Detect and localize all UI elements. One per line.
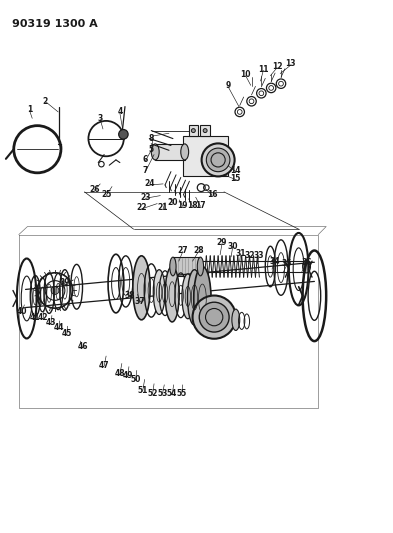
Ellipse shape: [119, 130, 128, 139]
Text: 90319 1300 A: 90319 1300 A: [12, 19, 97, 29]
Text: 47: 47: [99, 361, 110, 369]
Ellipse shape: [165, 266, 179, 322]
Circle shape: [202, 143, 235, 176]
Text: 48: 48: [114, 369, 125, 377]
Ellipse shape: [194, 266, 211, 330]
Circle shape: [206, 148, 230, 172]
Text: 27: 27: [177, 246, 188, 255]
Text: 15: 15: [231, 174, 241, 183]
Text: 42: 42: [38, 313, 48, 321]
Ellipse shape: [303, 260, 310, 273]
Text: 45: 45: [62, 329, 72, 337]
Text: 39: 39: [60, 278, 70, 287]
Text: 41: 41: [30, 313, 40, 321]
Ellipse shape: [170, 257, 176, 276]
Text: 2: 2: [42, 97, 48, 106]
Text: 37: 37: [134, 297, 145, 305]
Text: 53: 53: [157, 389, 167, 398]
Text: 22: 22: [136, 204, 147, 212]
Text: 4: 4: [117, 108, 123, 116]
Text: 46: 46: [77, 342, 88, 351]
Circle shape: [199, 302, 229, 332]
Text: 12: 12: [272, 62, 282, 71]
Text: 49: 49: [123, 372, 133, 380]
Text: 10: 10: [241, 70, 251, 79]
Text: 24: 24: [144, 180, 154, 188]
Bar: [189, 125, 198, 136]
Text: 43: 43: [46, 318, 56, 327]
Text: 20: 20: [168, 198, 178, 207]
Text: 44: 44: [54, 324, 64, 332]
Text: 11: 11: [258, 65, 268, 74]
Text: 35: 35: [282, 260, 292, 268]
Ellipse shape: [153, 270, 165, 314]
Text: 54: 54: [167, 389, 177, 398]
Text: 6: 6: [143, 156, 148, 164]
Ellipse shape: [182, 274, 194, 319]
Ellipse shape: [187, 270, 202, 325]
Bar: [155, 144, 185, 160]
Circle shape: [51, 287, 59, 294]
Text: 52: 52: [147, 389, 158, 398]
Text: 5: 5: [149, 145, 154, 154]
Text: 31: 31: [235, 249, 246, 257]
Text: 9: 9: [225, 81, 231, 90]
Text: 7: 7: [143, 166, 148, 175]
Text: 55: 55: [176, 389, 187, 398]
Text: 18: 18: [187, 201, 198, 209]
Text: 25: 25: [101, 190, 111, 199]
Ellipse shape: [181, 144, 189, 160]
Text: 23: 23: [140, 193, 151, 201]
Text: 19: 19: [178, 201, 188, 209]
Bar: [183, 136, 228, 176]
Text: 26: 26: [89, 185, 99, 193]
Circle shape: [203, 128, 207, 133]
Text: 33: 33: [253, 252, 264, 260]
Text: 50: 50: [130, 375, 141, 384]
Text: 3: 3: [97, 114, 103, 123]
Text: 14: 14: [231, 166, 241, 175]
Text: 17: 17: [195, 201, 206, 209]
Text: 21: 21: [158, 204, 168, 212]
Ellipse shape: [232, 309, 240, 330]
Bar: [200, 125, 210, 136]
Text: 34: 34: [270, 257, 280, 265]
Text: 51: 51: [138, 386, 148, 394]
Text: 38: 38: [124, 292, 135, 300]
Text: 8: 8: [149, 134, 154, 143]
Bar: [33, 112, 42, 120]
Ellipse shape: [151, 144, 159, 160]
Text: 29: 29: [217, 238, 227, 247]
Text: 28: 28: [193, 246, 204, 255]
Ellipse shape: [197, 257, 204, 276]
Text: 1: 1: [27, 105, 32, 114]
Ellipse shape: [133, 256, 150, 320]
Text: 40: 40: [17, 308, 27, 316]
Text: 36: 36: [301, 258, 312, 266]
Text: 32: 32: [244, 252, 255, 260]
Circle shape: [191, 128, 195, 133]
Bar: [173, 257, 200, 276]
Circle shape: [193, 295, 236, 339]
Text: 13: 13: [286, 60, 296, 68]
Text: 30: 30: [228, 242, 238, 251]
Text: 16: 16: [207, 190, 217, 199]
